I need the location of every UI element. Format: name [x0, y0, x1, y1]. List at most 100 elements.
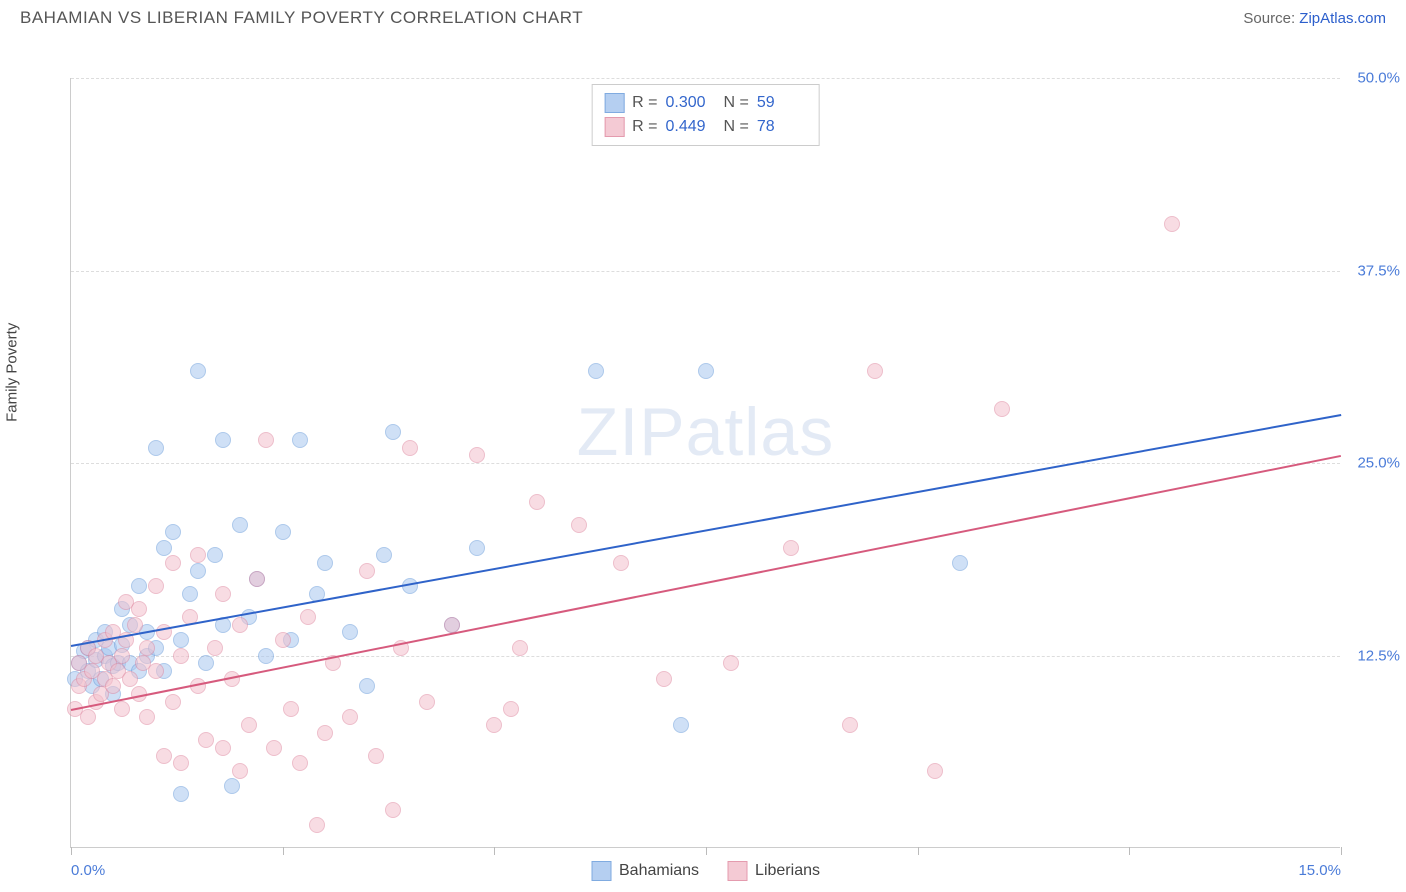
scatter-point	[673, 717, 689, 733]
scatter-point	[156, 748, 172, 764]
scatter-point	[207, 547, 223, 563]
scatter-point	[249, 571, 265, 587]
scatter-point	[503, 701, 519, 717]
scatter-point	[198, 732, 214, 748]
scatter-point	[232, 617, 248, 633]
x-tick	[918, 847, 919, 855]
scatter-point	[80, 709, 96, 725]
scatter-point	[512, 640, 528, 656]
y-tick-label: 50.0%	[1345, 70, 1400, 87]
scatter-point	[173, 755, 189, 771]
scatter-point	[258, 648, 274, 664]
scatter-point	[173, 632, 189, 648]
scatter-point	[190, 363, 206, 379]
scatter-point	[232, 763, 248, 779]
x-tick	[494, 847, 495, 855]
scatter-point	[698, 363, 714, 379]
scatter-point	[723, 655, 739, 671]
scatter-point	[258, 432, 274, 448]
source-link[interactable]: ZipAtlas.com	[1299, 10, 1386, 27]
scatter-point	[317, 555, 333, 571]
scatter-point	[656, 671, 672, 687]
scatter-point	[309, 817, 325, 833]
scatter-point	[927, 763, 943, 779]
scatter-point	[148, 578, 164, 594]
scatter-point	[613, 555, 629, 571]
legend-series-name: Bahamians	[619, 862, 699, 880]
scatter-point	[215, 586, 231, 602]
scatter-point	[994, 401, 1010, 417]
scatter-point	[283, 701, 299, 717]
scatter-point	[783, 540, 799, 556]
n-value: 78	[757, 118, 807, 136]
x-tick	[71, 847, 72, 855]
scatter-point	[867, 363, 883, 379]
x-tick	[1341, 847, 1342, 855]
scatter-point	[148, 440, 164, 456]
scatter-point	[165, 694, 181, 710]
scatter-point	[385, 802, 401, 818]
scatter-point	[317, 725, 333, 741]
y-axis-label: Family Poverty	[4, 323, 21, 422]
scatter-point	[114, 648, 130, 664]
scatter-point	[114, 701, 130, 717]
legend-swatch	[727, 861, 747, 881]
gridline	[71, 463, 1340, 464]
r-label: R =	[632, 118, 657, 136]
r-value: 0.449	[666, 118, 716, 136]
scatter-point	[190, 563, 206, 579]
scatter-point	[292, 432, 308, 448]
r-value: 0.300	[666, 94, 716, 112]
x-tick-label: 15.0%	[1298, 862, 1341, 879]
scatter-point	[127, 617, 143, 633]
scatter-point	[300, 609, 316, 625]
scatter-point	[139, 640, 155, 656]
legend-row: R =0.300N =59	[604, 91, 807, 115]
r-label: R =	[632, 94, 657, 112]
y-tick-label: 12.5%	[1345, 647, 1400, 664]
x-tick	[283, 847, 284, 855]
scatter-point	[232, 517, 248, 533]
x-tick-label: 0.0%	[71, 862, 105, 879]
scatter-point	[131, 601, 147, 617]
scatter-point	[444, 617, 460, 633]
series-legend: Bahamians Liberians	[591, 861, 820, 881]
trend-line	[71, 414, 1341, 647]
n-label: N =	[724, 118, 749, 136]
scatter-point	[402, 440, 418, 456]
scatter-point	[215, 740, 231, 756]
scatter-point	[275, 524, 291, 540]
legend-swatch	[604, 117, 624, 137]
scatter-point	[588, 363, 604, 379]
scatter-point	[156, 540, 172, 556]
n-label: N =	[724, 94, 749, 112]
scatter-point	[148, 663, 164, 679]
legend-series-name: Liberians	[755, 862, 820, 880]
legend-item: Bahamians	[591, 861, 699, 881]
scatter-point	[207, 640, 223, 656]
scatter-point	[376, 547, 392, 563]
chart-header: BAHAMIAN VS LIBERIAN FAMILY POVERTY CORR…	[0, 0, 1406, 32]
y-tick-label: 25.0%	[1345, 455, 1400, 472]
scatter-point	[275, 632, 291, 648]
scatter-point	[165, 524, 181, 540]
watermark: ZIPatlas	[577, 393, 834, 471]
scatter-point	[385, 424, 401, 440]
scatter-point	[173, 648, 189, 664]
scatter-point	[224, 778, 240, 794]
scatter-point	[215, 432, 231, 448]
scatter-point	[342, 624, 358, 640]
scatter-point	[842, 717, 858, 733]
x-tick	[706, 847, 707, 855]
scatter-point	[198, 655, 214, 671]
scatter-point	[469, 447, 485, 463]
gridline	[71, 271, 1340, 272]
scatter-point	[571, 517, 587, 533]
scatter-point	[1164, 216, 1180, 232]
scatter-point	[529, 494, 545, 510]
gridline	[71, 78, 1340, 79]
chart-title: BAHAMIAN VS LIBERIAN FAMILY POVERTY CORR…	[20, 8, 583, 28]
scatter-point	[241, 717, 257, 733]
scatter-point	[182, 586, 198, 602]
scatter-point	[952, 555, 968, 571]
